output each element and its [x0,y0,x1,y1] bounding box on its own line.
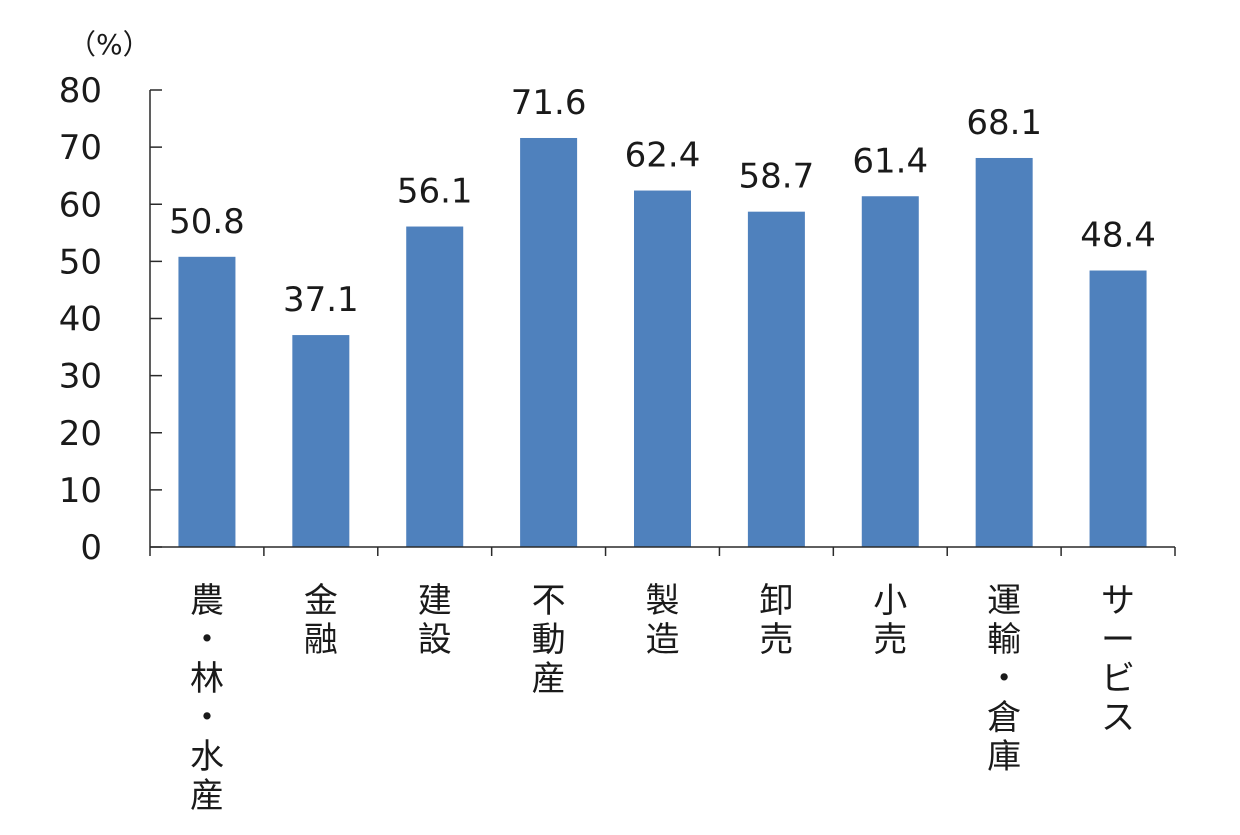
y-axis: 0 10 20 30 40 50 60 70 80 [59,71,162,568]
bar [1089,270,1147,547]
bar [861,196,919,547]
category-label: 運輸・倉庫 [987,581,1021,777]
category-label: 卸売 [759,581,793,660]
y-axis-unit-label: （%） [68,28,151,61]
category-label: 農・林・水産 [190,581,224,816]
data-label: 48.4 [1080,216,1156,256]
bar [747,211,805,547]
bar [178,256,236,547]
data-labels: 50.8 37.1 56.1 71.6 62.4 58.7 61.4 68.1 48.4 [169,83,1156,320]
data-label: 56.1 [397,172,473,212]
category-label: 建設 [418,581,452,660]
bars [178,137,1147,548]
category-label: 製造 [646,581,680,660]
data-label: 68.1 [966,103,1042,143]
bar [292,335,350,547]
data-label: 62.4 [625,136,701,176]
category-label: 金融 [304,581,338,660]
y-tick-label: 0 [80,528,102,568]
data-label: 71.6 [511,83,587,123]
y-tick-label: 70 [59,128,102,168]
bar [975,157,1033,547]
category-label: 小売 [873,581,907,660]
bar [406,226,464,547]
y-tick-label: 30 [59,357,102,397]
bar [520,137,578,548]
y-tick-label: 60 [59,185,102,225]
y-tick-label: 80 [59,71,102,111]
data-label: 37.1 [283,280,359,320]
category-label: 不動産 [532,581,566,699]
category-label: サービス [1101,581,1135,738]
data-label: 50.8 [169,202,245,242]
y-tick-label: 20 [59,414,102,454]
bar [634,190,691,548]
y-tick-label: 40 [59,300,102,340]
data-label: 61.4 [852,141,928,181]
y-tick-label: 50 [59,242,102,282]
y-tick-label: 10 [59,471,102,511]
data-label: 58.7 [739,157,815,197]
